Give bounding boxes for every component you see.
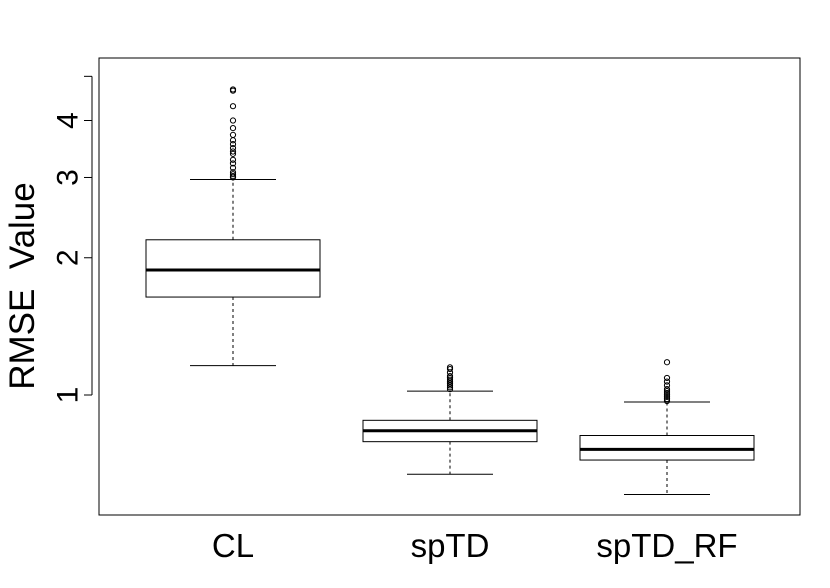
boxes-layer (145, 86, 755, 496)
outlier-point (229, 131, 237, 138)
y-tick-label: 3 (52, 169, 85, 186)
outlier-point (663, 378, 671, 385)
outlier-point (663, 374, 671, 382)
outlier-point (229, 160, 237, 167)
x-axis-labels: CL spTD spTD_RF (212, 527, 738, 564)
outlier-point (229, 173, 237, 180)
outlier-point (229, 156, 237, 163)
x-tick-label: spTD (411, 527, 490, 564)
outlier-point (663, 395, 671, 403)
outlier-point (446, 365, 454, 373)
outlier-point (446, 364, 454, 371)
box-sptd (362, 364, 538, 475)
outlier-point (229, 171, 237, 178)
outlier-point (446, 376, 454, 383)
y-tick-label: 4 (52, 112, 85, 129)
iqr-box (145, 239, 321, 298)
outlier-point (663, 359, 671, 366)
y-axis-label: RMSE Value (3, 182, 42, 390)
box-cl (145, 86, 321, 367)
outlier-point (663, 391, 671, 399)
outlier-point (663, 397, 671, 405)
y-tick-label: 1 (52, 387, 85, 404)
outlier-point (663, 386, 671, 393)
outlier-point (229, 150, 237, 157)
y-tick-label: 2 (52, 249, 85, 266)
outlier-point (663, 393, 671, 401)
y-axis: 1 2 3 4 (52, 75, 93, 404)
outlier-point (663, 389, 671, 397)
outlier-point (229, 103, 237, 110)
x-tick-label: CL (212, 527, 254, 564)
outlier-point (229, 124, 237, 132)
box-sptd-rf (579, 359, 755, 496)
outlier-point (663, 387, 671, 395)
outlier-point (229, 169, 237, 176)
plot-frame (98, 57, 801, 516)
outlier-point (229, 86, 237, 93)
x-tick-label: spTD_RF (596, 527, 737, 564)
outlier-point (446, 373, 454, 380)
outlier-point (663, 382, 671, 389)
iqr-box (579, 435, 755, 461)
outlier-point (229, 164, 237, 171)
outlier-point (229, 148, 237, 155)
outlier-point (229, 144, 237, 152)
outlier-point (229, 117, 237, 124)
outlier-point (229, 141, 237, 148)
outlier-point (229, 137, 237, 144)
